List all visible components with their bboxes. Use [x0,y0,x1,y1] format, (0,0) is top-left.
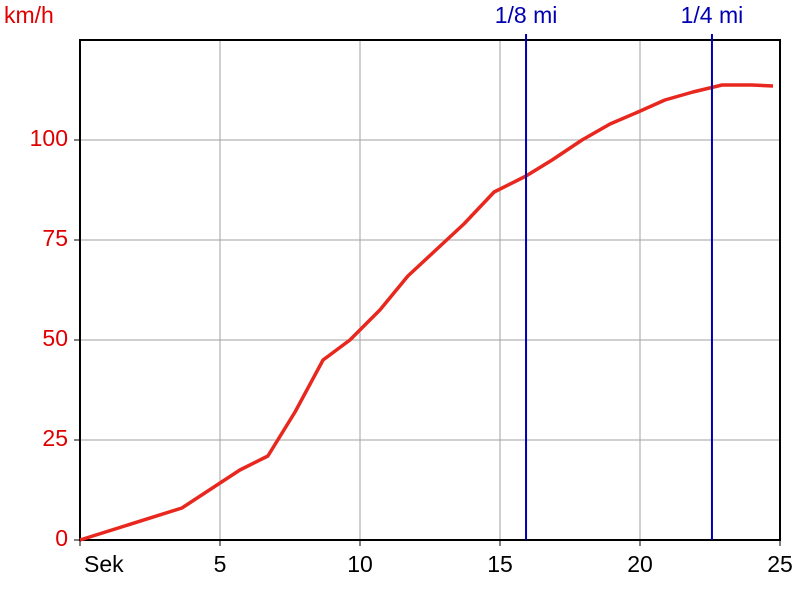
x-tick-label: 10 [347,551,373,577]
x-tick-label: 15 [487,551,513,577]
x-tick-label: 5 [214,551,227,577]
y-tick-label: 0 [55,525,68,551]
distance-marker-label: 1/4 mi [681,2,744,28]
data-line [79,83,774,542]
distance-marker-label: 1/8 mi [495,2,558,28]
y-axis-label: km/h [4,2,54,28]
y-tick-label: 75 [42,225,68,251]
y-tick-label: 50 [42,325,68,351]
plot-frame [79,39,781,541]
y-tick-label: 100 [30,125,68,151]
x-tick-label: Sek [84,551,124,577]
y-tick-label: 25 [42,425,68,451]
x-tick-label: 20 [627,551,653,577]
x-tick-label: 25 [767,551,793,577]
